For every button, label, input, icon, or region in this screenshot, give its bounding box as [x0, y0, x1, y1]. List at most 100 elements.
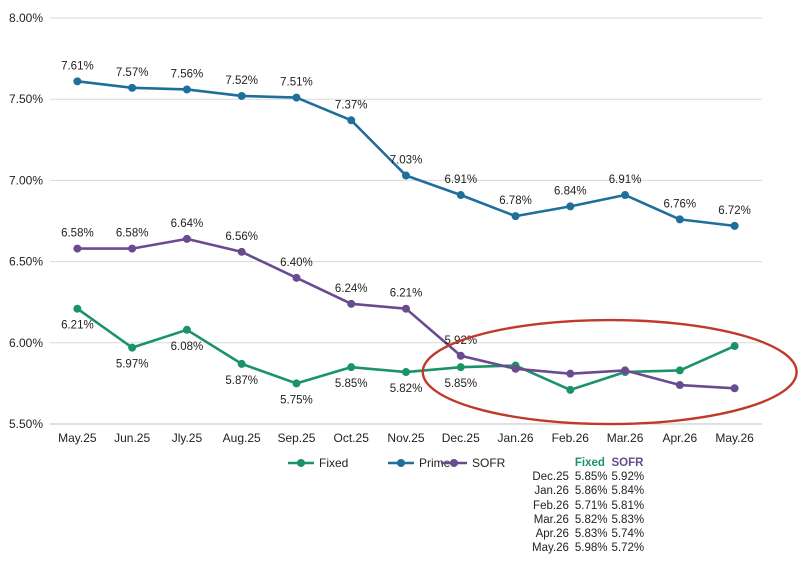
- data-point: [73, 304, 82, 313]
- data-point: [621, 366, 630, 375]
- side-table-cell-month: Jan.26: [534, 485, 569, 498]
- side-table-row: May.26 5.98% 5.72%: [530, 541, 646, 555]
- x-tick-label: Apr.26: [662, 431, 697, 445]
- x-tick-label: Feb.26: [552, 431, 590, 445]
- data-point: [237, 247, 246, 256]
- side-table-cell-sofr: 5.74%: [611, 528, 645, 541]
- data-point: [566, 385, 575, 394]
- x-tick-label: May.25: [58, 431, 97, 445]
- side-table-cell-month: Mar.26: [533, 513, 569, 526]
- legend-label: SOFR: [472, 456, 506, 470]
- side-table-cell-month: Feb.26: [533, 499, 569, 512]
- data-label: 6.84%: [554, 185, 587, 197]
- data-label: 6.78%: [499, 195, 532, 207]
- legend-label: Fixed: [319, 456, 348, 470]
- y-tick-label: 6.50%: [9, 255, 43, 269]
- data-label: 6.91%: [609, 174, 642, 186]
- data-point: [237, 359, 246, 368]
- data-point: [182, 85, 191, 94]
- data-point: [675, 381, 684, 390]
- data-point: [182, 325, 191, 334]
- y-tick-label: 7.50%: [9, 92, 43, 106]
- data-point: [182, 234, 191, 243]
- x-tick-label: Nov.25: [387, 431, 424, 445]
- data-point: [730, 221, 739, 230]
- side-table-row: Dec.25 5.85% 5.92%: [530, 470, 646, 484]
- data-point: [292, 273, 301, 282]
- data-label: 6.76%: [664, 198, 697, 210]
- side-table-cell-fixed: 5.71%: [574, 499, 608, 512]
- side-table-cell-fixed: 5.98%: [574, 542, 608, 555]
- x-tick-label: Jly.25: [172, 431, 203, 445]
- highlight-ellipse: [421, 318, 798, 426]
- side-table-cell-sofr: 5.92%: [611, 471, 645, 484]
- data-point: [402, 368, 410, 377]
- data-label: 7.57%: [116, 67, 149, 79]
- side-table-cell-sofr: 5.72%: [611, 542, 645, 555]
- y-tick-label: 8.00%: [9, 11, 43, 25]
- data-label: 5.85%: [444, 378, 477, 390]
- legend-marker: [297, 459, 305, 467]
- data-point: [292, 379, 301, 388]
- side-table-cell-month: Dec.25: [532, 471, 569, 484]
- side-table-header-fixed: Fixed: [574, 457, 605, 469]
- data-label: 6.58%: [61, 228, 94, 240]
- side-table-row: Mar.26 5.82% 5.83%: [530, 513, 646, 527]
- data-label: 7.56%: [171, 68, 204, 80]
- side-table-cell-month: Apr.26: [535, 528, 569, 541]
- data-point: [347, 363, 356, 372]
- data-point: [730, 384, 739, 393]
- data-point: [73, 244, 82, 253]
- y-tick-label: 6.00%: [9, 336, 43, 350]
- side-table-header-month: [530, 456, 573, 470]
- x-tick-label: Dec.25: [442, 431, 480, 445]
- side-table-row: Apr.26 5.83% 5.74%: [530, 527, 646, 541]
- data-label: 6.21%: [390, 288, 423, 300]
- data-point: [402, 304, 410, 313]
- data-label: 7.03%: [390, 155, 423, 167]
- data-label: 6.08%: [171, 341, 204, 353]
- data-point: [675, 215, 684, 224]
- x-tick-label: May.26: [715, 431, 754, 445]
- data-label: 7.61%: [61, 60, 94, 72]
- data-label: 5.75%: [280, 394, 313, 406]
- legend-item-sofr: SOFR: [441, 456, 506, 470]
- data-label: 6.58%: [116, 228, 149, 240]
- side-table-cell-fixed: 5.85%: [574, 471, 608, 484]
- data-label: 6.24%: [335, 283, 368, 295]
- data-label: 6.40%: [280, 257, 313, 269]
- data-point: [566, 369, 575, 378]
- data-label: 6.91%: [444, 174, 477, 186]
- data-point: [456, 191, 465, 200]
- data-label: 6.56%: [225, 231, 258, 243]
- data-point: [237, 91, 246, 100]
- data-point: [73, 77, 82, 86]
- side-table-row: Jan.26 5.86% 5.84%: [530, 484, 646, 498]
- legend-label: Prime: [419, 456, 451, 470]
- annotation-layer: [421, 318, 798, 426]
- legend: Fixed Prime SOFR: [288, 456, 506, 470]
- data-point: [675, 366, 684, 375]
- side-table-cell-fixed: 5.86%: [574, 485, 608, 498]
- legend-marker: [450, 459, 458, 467]
- legend-item-fixed: Fixed: [288, 456, 348, 470]
- x-tick-label: Mar.26: [607, 431, 644, 445]
- data-point: [730, 342, 739, 351]
- data-point: [347, 299, 356, 308]
- x-tick-label: Jun.25: [114, 431, 150, 445]
- y-axis: 5.50% 6.00% 6.50% 7.00% 7.50% 8.00%: [9, 11, 43, 431]
- data-point: [511, 364, 520, 373]
- series-sofr: 6.58% 6.58%6.64%6.56%6.40%6.24% 6.21%5.92%: [61, 218, 739, 393]
- series-layer: 6.21% 5.97% 6.08% 5.87% 5.75% 5.85% 5.82% 5.85%…: [61, 60, 751, 406]
- data-label: 6.21%: [61, 320, 94, 332]
- data-point: [128, 83, 137, 92]
- side-table-row: Feb.26 5.71% 5.81%: [530, 499, 646, 513]
- data-label: 7.51%: [280, 77, 313, 89]
- data-point: [621, 191, 630, 200]
- data-label: 5.85%: [335, 378, 368, 390]
- data-point: [402, 171, 410, 180]
- data-point: [511, 212, 520, 221]
- legend-marker: [397, 459, 405, 467]
- y-tick-label: 7.00%: [9, 173, 43, 187]
- data-label: 6.72%: [718, 205, 751, 217]
